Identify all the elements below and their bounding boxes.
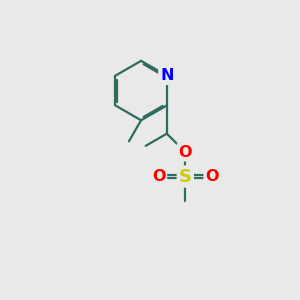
Text: N: N — [160, 68, 174, 83]
Text: S: S — [179, 167, 192, 185]
Text: O: O — [178, 145, 192, 160]
Text: O: O — [152, 169, 165, 184]
Text: O: O — [205, 169, 219, 184]
